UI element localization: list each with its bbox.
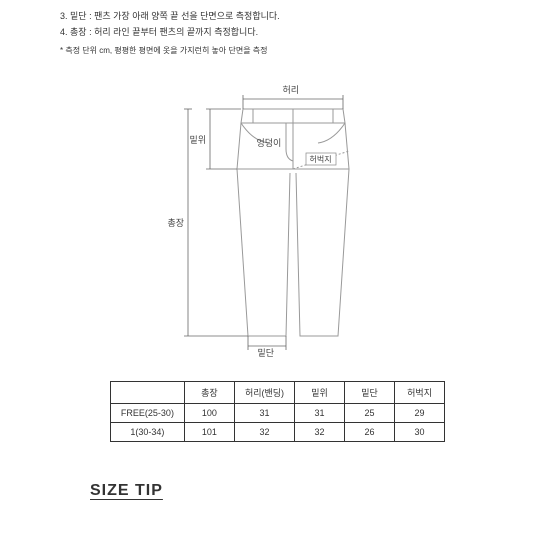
size-tip-heading: SIZE TIP — [90, 482, 495, 500]
label-length: 총장 — [168, 216, 185, 229]
label-rise: 밑위 — [190, 133, 207, 146]
table-header: 총장 — [184, 382, 234, 404]
table-row: FREE(25-30) 100 31 31 25 29 — [110, 404, 444, 423]
table-header: 허벅지 — [395, 382, 445, 404]
table-header: 밑위 — [295, 382, 345, 404]
label-waist: 허리 — [283, 83, 300, 96]
table-cell: 29 — [395, 404, 445, 423]
table-cell: 101 — [184, 423, 234, 442]
table-row: 1(30-34) 101 32 32 26 30 — [110, 423, 444, 442]
label-thigh: 허벅지 — [310, 154, 332, 165]
table-cell: 31 — [234, 404, 294, 423]
table-cell: 100 — [184, 404, 234, 423]
table-cell: FREE(25-30) — [110, 404, 184, 423]
instructions: 3. 밑단 : 팬츠 가장 아래 양쪽 끝 선을 단면으로 측정합니다. 4. … — [60, 10, 495, 39]
label-hem: 밑단 — [258, 346, 275, 359]
table-header — [110, 382, 184, 404]
table-cell: 31 — [295, 404, 345, 423]
pants-diagram: 허리 밑위 엉덩이 허벅지 총장 밑단 — [138, 81, 418, 356]
table-cell: 1(30-34) — [110, 423, 184, 442]
table-cell: 32 — [234, 423, 294, 442]
table-cell: 26 — [345, 423, 395, 442]
table-cell: 25 — [345, 404, 395, 423]
instruction-4: 4. 총장 : 허리 라인 끝부터 팬츠의 끝까지 측정합니다. — [60, 26, 495, 40]
table-header: 허리(밴딩) — [234, 382, 294, 404]
table-cell: 32 — [295, 423, 345, 442]
instruction-3: 3. 밑단 : 팬츠 가장 아래 양쪽 끝 선을 단면으로 측정합니다. — [60, 10, 495, 24]
table-cell: 30 — [395, 423, 445, 442]
label-hip: 엉덩이 — [257, 136, 282, 149]
measurement-note: * 측정 단위 cm, 평평한 평면에 옷을 가지런히 놓아 단면을 측정 — [60, 45, 495, 56]
table-header: 밑단 — [345, 382, 395, 404]
table-header-row: 총장 허리(밴딩) 밑위 밑단 허벅지 — [110, 382, 444, 404]
size-table: 총장 허리(밴딩) 밑위 밑단 허벅지 FREE(25-30) 100 31 3… — [110, 381, 445, 442]
